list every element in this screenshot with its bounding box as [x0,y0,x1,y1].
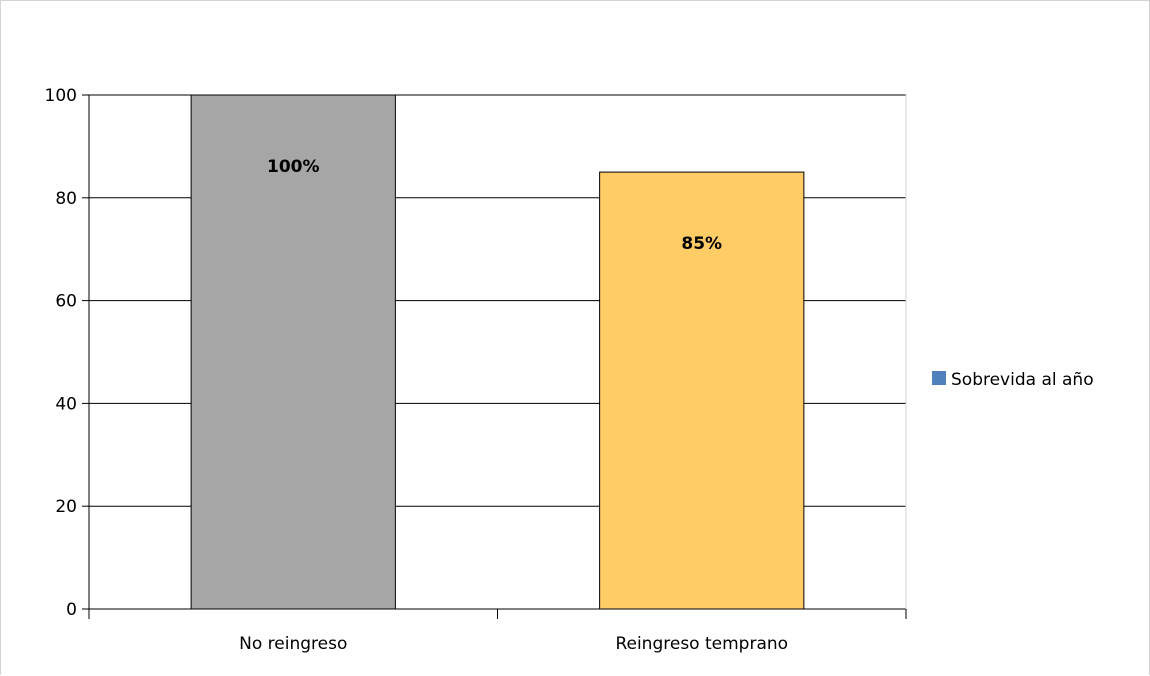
y-tick-label: 20 [55,497,77,517]
y-tick-label: 40 [55,394,77,414]
y-tick-label: 100 [45,86,77,106]
x-tick-label: No reingreso [239,634,347,654]
data-label: 85% [681,234,722,254]
axes [82,94,907,619]
y-tick-label: 60 [55,292,77,312]
bar-reingreso-temprano [599,171,805,610]
bars [190,94,805,610]
y-tick-label: 0 [66,600,77,620]
y-tick-label: 80 [55,189,77,209]
legend-swatch [932,371,946,385]
legend: Sobrevida al año [932,370,1094,390]
labels: 0 20 40 60 80 100 100% No reingreso 85% Reingreso… [45,86,789,654]
data-label: 100% [267,157,320,177]
bar-no-reingreso [190,94,396,610]
legend-label: Sobrevida al año [951,370,1094,390]
x-tick-label: Reingreso temprano [615,634,788,654]
